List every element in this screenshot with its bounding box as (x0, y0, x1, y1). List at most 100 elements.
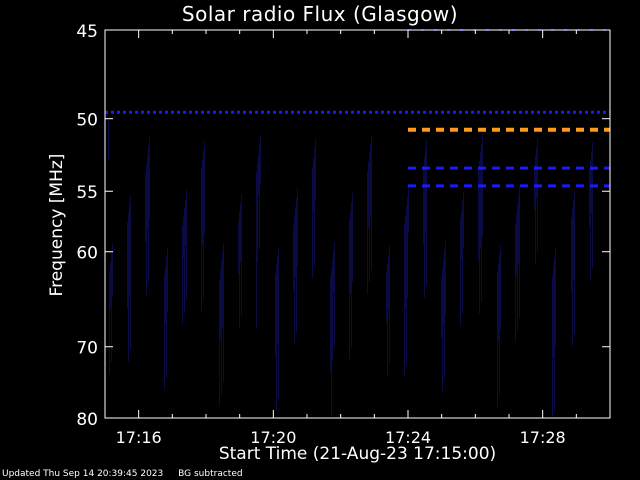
y-tick-label: 55 (76, 183, 98, 203)
noise-streak (185, 199, 186, 246)
noise-streak (333, 251, 334, 294)
noise-streak (534, 165, 535, 210)
noise-streak (147, 155, 148, 230)
noise-streak (407, 197, 408, 298)
noise-streak (109, 271, 110, 374)
noise-streak (535, 156, 536, 264)
noise-streak (423, 166, 424, 244)
noise-streak (167, 248, 168, 312)
noise-streak (408, 188, 409, 232)
noise-streak (478, 170, 479, 260)
noise-streak (313, 158, 314, 212)
noise-streak (295, 207, 296, 278)
noise-streak (239, 212, 240, 328)
noise-streak (405, 215, 406, 310)
noise-streak (519, 187, 520, 318)
noise-streak (386, 273, 387, 322)
noise-streak (555, 249, 556, 346)
noise-streak (128, 213, 129, 362)
plot-background (105, 30, 610, 418)
noise-streak (293, 225, 294, 290)
noise-streak (259, 145, 260, 250)
noise-streak (387, 264, 388, 376)
y-tick-label: 70 (76, 339, 98, 359)
noise-streak (389, 246, 390, 364)
noise-streak (461, 210, 462, 260)
noise-streak (260, 136, 261, 184)
noise-streak (219, 279, 220, 406)
noise-streak (312, 167, 313, 278)
noise-streak (330, 278, 331, 372)
x-axis-label: Start Time (21-Aug-23 17:15:00) (218, 444, 497, 464)
noise-streak (574, 191, 575, 334)
noise-streak (480, 152, 481, 248)
noise-streak (536, 147, 537, 198)
noise-streak (108, 120, 109, 160)
y-axis-label: Frequency [MHz] (47, 153, 67, 297)
noise-streak (462, 201, 463, 314)
noise-streak (552, 276, 553, 416)
noise-streak (148, 146, 149, 284)
noise-streak (368, 162, 369, 228)
noise-streak (315, 140, 316, 200)
noise-streak (257, 163, 258, 262)
noise-streak (367, 171, 368, 294)
noise-streak (370, 144, 371, 216)
noise-streak (460, 219, 461, 326)
noise-streak (256, 172, 257, 328)
noise-streak (425, 148, 426, 232)
x-tick-label: 17:16 (116, 428, 162, 447)
noise-streak (129, 204, 130, 296)
noise-streak (517, 205, 518, 330)
noise-streak (202, 159, 203, 246)
faint-streaks (108, 120, 593, 416)
noise-streak (201, 168, 202, 312)
noise-streak (182, 226, 183, 324)
noise-streak (406, 206, 407, 364)
noise-streak (572, 209, 573, 346)
footer: Updated Thu Sep 14 20:39:45 2023 BG subt… (2, 469, 255, 479)
noise-streak (183, 217, 184, 258)
noise-streak (516, 214, 517, 276)
noise-streak (275, 274, 276, 356)
emission-bands (105, 29, 610, 188)
noise-streak (571, 218, 572, 292)
noise-streak (204, 141, 205, 234)
noise-streak (351, 202, 352, 348)
noise-streak (294, 216, 295, 344)
noise-streak (332, 260, 333, 360)
noise-streak (404, 224, 405, 376)
plot-frame (104, 29, 611, 419)
noise-streak (241, 194, 242, 316)
background-note: BG subtracted (178, 469, 243, 479)
noise-streak (388, 255, 389, 310)
noise-streak (277, 256, 278, 344)
noise-streak (223, 243, 224, 382)
noise-streak (443, 259, 444, 326)
noise-streak (112, 244, 113, 296)
y-tick-label: 80 (76, 410, 98, 430)
noise-streak (589, 169, 590, 226)
noise-streak (297, 189, 298, 266)
updated-timestamp: Updated Thu Sep 14 20:39:45 2023 (2, 469, 164, 479)
noise-streak (554, 258, 555, 412)
noise-streak (553, 267, 554, 358)
noise-streak (573, 200, 574, 280)
y-axis: 45 50 55 60 70 80 (76, 22, 610, 430)
noise-streak (166, 257, 167, 378)
noise-streak (186, 190, 187, 300)
noise-streak (518, 196, 519, 264)
noise-streak (444, 250, 445, 380)
noise-streak (278, 247, 279, 398)
noise-streak (442, 268, 443, 392)
noise-streak (479, 161, 480, 314)
noise-streak (331, 269, 332, 416)
noise-streak (463, 192, 464, 248)
x-axis: 17:16 17:20 17:24 17:28 (116, 30, 577, 447)
noise-streak (498, 263, 499, 342)
noise-streak (424, 157, 425, 298)
noise-streak (146, 164, 147, 296)
noise-streak (314, 149, 315, 266)
x-tick-label: 17:20 (250, 428, 296, 447)
noise-streak (481, 143, 482, 302)
